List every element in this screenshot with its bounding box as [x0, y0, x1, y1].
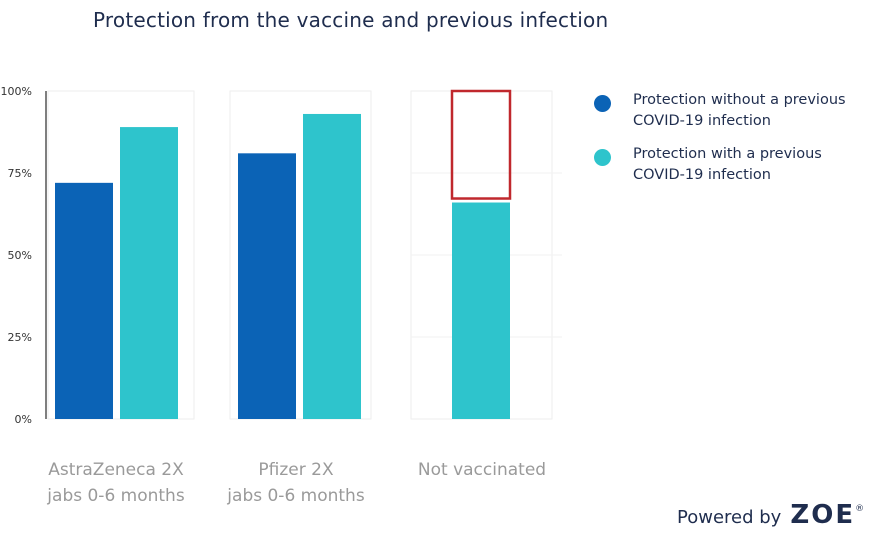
legend: Protection without a previous COVID-19 i…: [594, 90, 874, 198]
y-tick-label: 0%: [15, 413, 32, 426]
y-tick-label: 50%: [8, 249, 32, 262]
y-tick-label: 75%: [8, 167, 32, 180]
legend-item: Protection without a previous COVID-19 i…: [594, 90, 874, 132]
bar-without-infection: [55, 182, 113, 419]
legend-swatch-icon: [594, 95, 611, 112]
category-label: Not vaccinated: [418, 460, 546, 480]
legend-swatch-icon: [594, 149, 611, 166]
registered-mark: ®: [855, 504, 865, 514]
legend-label: Protection with a previous COVID-19 infe…: [633, 146, 822, 183]
bar-without-infection: [238, 153, 296, 419]
category-label: jabs 0-6 months: [226, 486, 365, 506]
powered-by-zoe-logo: Powered by ZOE®: [677, 500, 864, 530]
highlight-box: [450, 89, 512, 200]
y-tick-label: 100%: [1, 85, 32, 98]
powered-by-text: Powered by: [677, 507, 782, 528]
category-label: jabs 0-6 months: [46, 486, 185, 506]
category-label: AstraZeneca 2X: [48, 460, 184, 480]
bar-with-infection: [452, 202, 510, 419]
category-label: Pfizer 2X: [258, 460, 334, 480]
bar-with-infection: [303, 113, 361, 420]
y-tick-label: 25%: [8, 331, 32, 344]
zoe-logo-text: ZOE: [790, 500, 856, 530]
legend-item: Protection with a previous COVID-19 infe…: [594, 144, 874, 186]
bar-with-infection: [120, 127, 178, 419]
chart-title: Protection from the vaccine and previous…: [93, 8, 609, 32]
legend-label: Protection without a previous COVID-19 i…: [633, 92, 846, 129]
